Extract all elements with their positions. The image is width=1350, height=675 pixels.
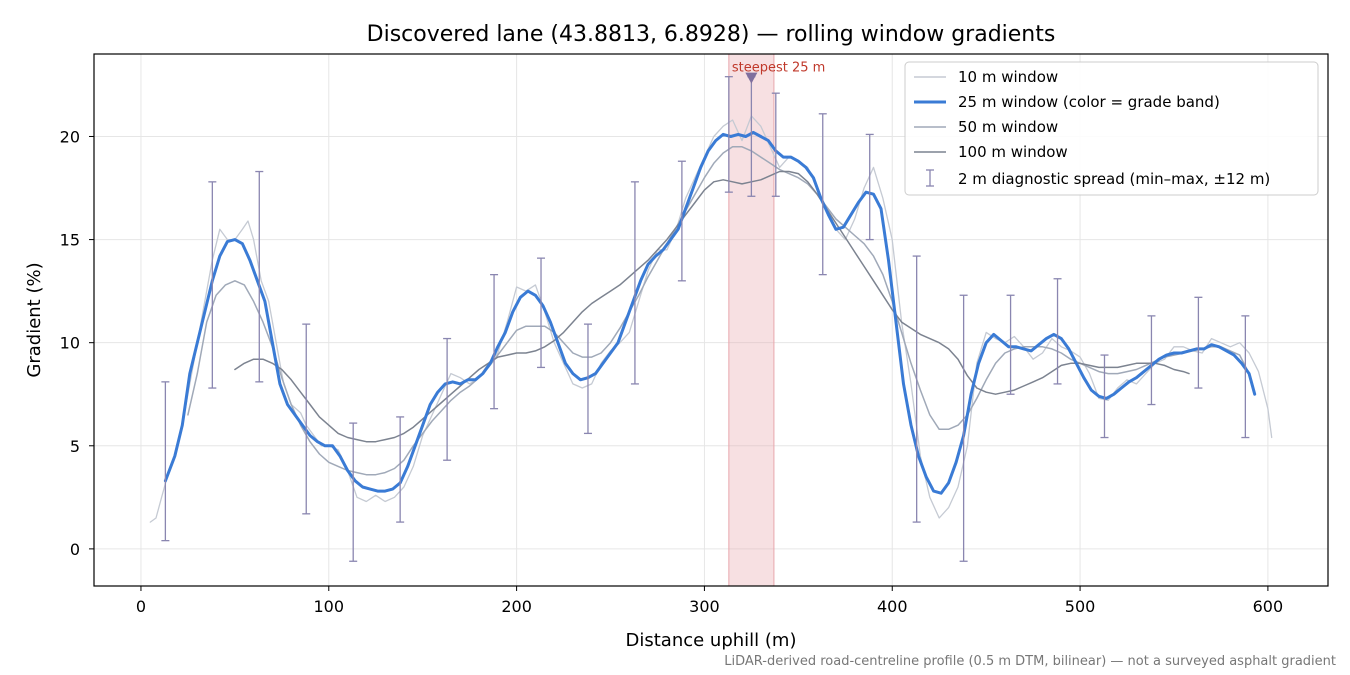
error-bar: [490, 273, 499, 410]
error-bar: [255, 170, 264, 383]
error-bar: [161, 381, 170, 542]
x-tick-label: 0: [136, 597, 146, 616]
error-bar: [1100, 354, 1109, 439]
y-tick-label: 5: [70, 437, 80, 456]
series-line-3: [234, 170, 1190, 443]
error-bar: [208, 181, 217, 389]
error-bars: [161, 76, 1250, 562]
x-tick-label: 100: [314, 597, 345, 616]
legend: 10 m window 25 m window (color = grade b…: [904, 61, 1319, 196]
y-tick-label: 15: [60, 231, 80, 250]
legend-label-100m: 100 m window: [958, 143, 1068, 161]
steepest-label: steepest 25 m: [732, 61, 825, 76]
error-bar: [1147, 315, 1156, 406]
y-tick-label: 20: [60, 127, 80, 146]
y-tick-label: 0: [70, 540, 80, 559]
series-line-0: [149, 115, 1273, 523]
x-tick-label: 600: [1253, 597, 1284, 616]
error-bar: [583, 323, 592, 435]
error-bar: [959, 294, 968, 562]
x-tick-label: 200: [501, 597, 532, 616]
x-tick-label: 400: [877, 597, 908, 616]
annotations: steepest 25 m: [732, 61, 825, 84]
error-bar: [818, 113, 827, 276]
error-bar: [724, 76, 733, 193]
error-bar: [396, 416, 405, 523]
legend-label-25m: 25 m window (color = grade band): [958, 93, 1220, 111]
series-layer: [149, 115, 1273, 523]
error-bar: [537, 257, 546, 369]
error-bar: [1006, 294, 1015, 395]
legend-label-errorbar: 2 m diagnostic spread (min–max, ±12 m): [958, 170, 1270, 188]
series-line-1: [163, 130, 1257, 495]
chart-title: Discovered lane (43.8813, 6.8928) — roll…: [367, 22, 1056, 47]
series-line-2: [187, 146, 1250, 476]
error-bar: [630, 181, 639, 385]
legend-swatch-errorbar: [926, 169, 934, 187]
axis-ticks: 0 100 200 300 400 500 600 0 5 10 15 20: [60, 127, 1284, 616]
error-bar: [1241, 315, 1250, 439]
steepest-marker: [745, 72, 758, 84]
error-bar: [349, 422, 358, 562]
legend-label-10m: 10 m window: [958, 68, 1058, 86]
error-bar: [677, 160, 686, 282]
x-tick-label: 500: [1065, 597, 1096, 616]
error-bar: [1194, 296, 1203, 389]
error-bar: [1053, 278, 1062, 385]
footnote: LiDAR-derived road-centreline profile (0…: [724, 654, 1336, 669]
error-bar: [912, 255, 921, 523]
error-bar: [771, 92, 780, 197]
x-axis-label: Distance uphill (m): [626, 630, 797, 651]
error-bar: [302, 323, 311, 515]
y-tick-label: 10: [60, 334, 80, 353]
plot-frame: [93, 53, 1329, 587]
error-bar: [443, 337, 452, 461]
error-bar: [865, 133, 874, 241]
x-tick-label: 300: [689, 597, 720, 616]
y-axis-label: Gradient (%): [24, 262, 45, 377]
legend-label-50m: 50 m window: [958, 118, 1058, 136]
